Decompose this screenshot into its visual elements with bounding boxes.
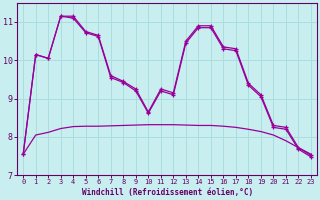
X-axis label: Windchill (Refroidissement éolien,°C): Windchill (Refroidissement éolien,°C) [82,188,253,197]
